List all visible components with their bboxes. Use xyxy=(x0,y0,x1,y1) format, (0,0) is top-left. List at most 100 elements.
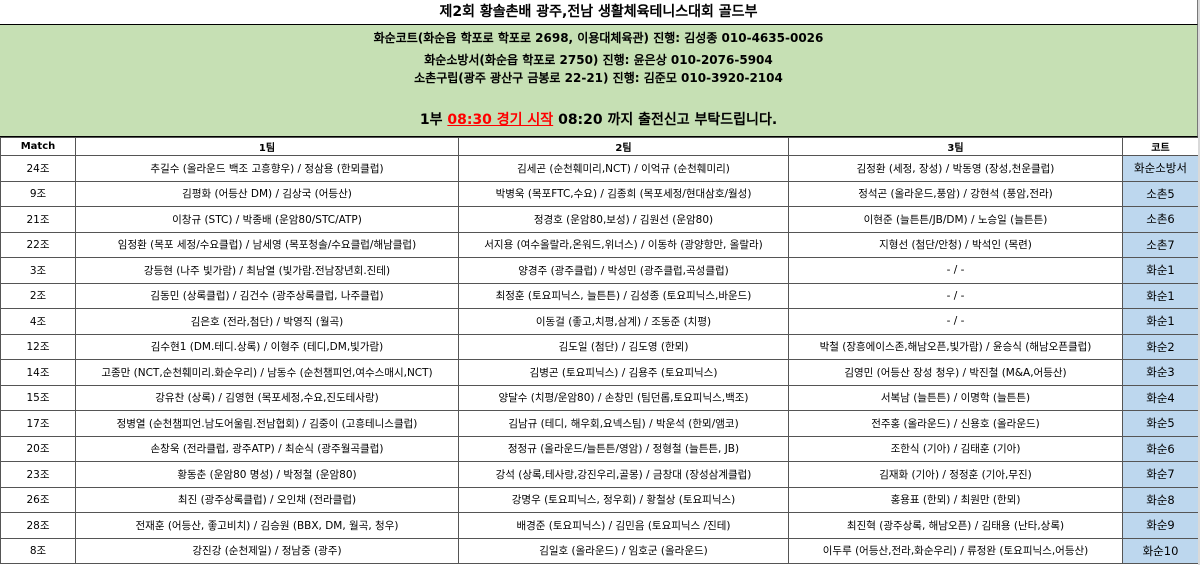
sheet-title[interactable]: 제2회 황솔촌배 광주,전남 생활체육테니스대회 골드부 xyxy=(0,0,1198,25)
team1-cell[interactable]: 김은호 (전라,첨단) / 박영직 (월곡) xyxy=(75,308,459,335)
table-row: 20조 손창욱 (전라클럽, 광주ATP) / 최순식 (광주월곡클럽) 정정규 (… xyxy=(0,435,1199,462)
table-row: 26조 최진 (광주상록클럽) / 오인채 (전라클럽) 강명우 (토요피닉스, 정… xyxy=(0,486,1199,513)
team1-cell[interactable]: 김평화 (어등산 DM) / 김상국 (어등산) xyxy=(75,180,459,207)
team3-cell[interactable]: 박철 (장흥에이스존,해남오픈,빛가람) / 윤승식 (해남오픈클럽) xyxy=(788,333,1123,360)
team2-cell[interactable]: 김남규 (테디, 해우회,요넥스팀) / 박운석 (한뫼/앰코) xyxy=(458,410,789,437)
team3-cell[interactable]: 정석곤 (올라운드,풍암) / 강현석 (풍암,전라) xyxy=(788,180,1123,207)
team2-cell[interactable]: 박병욱 (목포FTC,수요) / 김종희 (목포세정/현대삼호/월성) xyxy=(458,180,789,207)
team1-cell[interactable]: 강등현 (나주 빛가람) / 최남열 (빛가람.전남장년회.진테) xyxy=(75,257,459,284)
match-cell[interactable]: 21조 xyxy=(0,206,76,233)
match-cell[interactable]: 12조 xyxy=(0,333,76,360)
team2-cell[interactable]: 정경호 (운암80,보성) / 김원선 (운암80) xyxy=(458,206,789,233)
team3-cell[interactable]: 전주홍 (올라운드) / 신용호 (올라운드) xyxy=(788,410,1123,437)
team2-cell[interactable]: 정정규 (올라운드/늘튼튼/영암) / 정형철 (늘튼튼, JB) xyxy=(458,435,789,462)
team1-cell[interactable]: 임정환 (목포 세정/수요클럽) / 남세영 (목포청솔/수요클럽/해남클럽) xyxy=(75,231,459,258)
team1-cell[interactable]: 이창규 (STC) / 박종배 (운암80/STC/ATP) xyxy=(75,206,459,233)
header-team1[interactable]: 1팀 xyxy=(75,137,459,156)
team3-cell[interactable]: 김영민 (어등산 장성 청우) / 박진철 (M&A,어등산) xyxy=(788,359,1123,386)
match-cell[interactable]: 9조 xyxy=(0,180,76,207)
match-cell[interactable]: 8조 xyxy=(0,537,76,564)
team2-cell[interactable]: 김일호 (올라운드) / 임호군 (올라운드) xyxy=(458,537,789,564)
team1-cell[interactable]: 김수현1 (DM.테디.상록) / 이형주 (테디,DM,빛가람) xyxy=(75,333,459,360)
match-cell[interactable]: 24조 xyxy=(0,155,76,182)
table-row: 15조 강유찬 (상록) / 김영현 (목포세정,수요,진도테사랑) 양달수 (치평… xyxy=(0,384,1199,411)
team1-cell[interactable]: 강유찬 (상록) / 김영현 (목포세정,수요,진도테사랑) xyxy=(75,384,459,411)
court-cell[interactable]: 화순2 xyxy=(1122,333,1199,360)
table-row: 2조 김동민 (상록클럽) / 김건수 (광주상록클럽, 나주클럽) 최정훈 (토요… xyxy=(0,282,1199,309)
team1-cell[interactable]: 김동민 (상록클럽) / 김건수 (광주상록클럽, 나주클럽) xyxy=(75,282,459,309)
court-cell[interactable]: 화순7 xyxy=(1122,461,1199,488)
match-cell[interactable]: 22조 xyxy=(0,231,76,258)
team3-cell[interactable]: 이두루 (어등산,전라,화순우리) / 류정완 (토요피닉스,어등산) xyxy=(788,537,1123,564)
match-cell[interactable]: 17조 xyxy=(0,410,76,437)
team1-cell[interactable]: 강진강 (순천제일) / 정남중 (광주) xyxy=(75,537,459,564)
court-cell[interactable]: 화순1 xyxy=(1122,308,1199,335)
header-team3[interactable]: 3팀 xyxy=(788,137,1123,156)
team1-cell[interactable]: 최진 (광주상록클럽) / 오인채 (전라클럽) xyxy=(75,486,459,513)
team3-cell[interactable]: 김재화 (기아) / 정정훈 (기아,무진) xyxy=(788,461,1123,488)
team2-cell[interactable]: 이동걸 (좋고,치평,삼계) / 조동준 (치평) xyxy=(458,308,789,335)
team3-cell[interactable]: - / - xyxy=(788,308,1123,335)
court-cell[interactable]: 화순9 xyxy=(1122,512,1199,539)
header-match[interactable]: Match xyxy=(0,137,76,156)
match-cell[interactable]: 26조 xyxy=(0,486,76,513)
team3-cell[interactable]: 최진혁 (광주상록, 해남오픈) / 김태용 (난타,상록) xyxy=(788,512,1123,539)
match-cell[interactable]: 23조 xyxy=(0,461,76,488)
match-cell[interactable]: 14조 xyxy=(0,359,76,386)
match-cell[interactable]: 15조 xyxy=(0,384,76,411)
court-cell[interactable]: 화순1 xyxy=(1122,257,1199,284)
table-row: 9조 김평화 (어등산 DM) / 김상국 (어등산) 박병욱 (목포FTC,수요)… xyxy=(0,180,1199,207)
team1-cell[interactable]: 고종만 (NCT,순천훼미리.화순우리) / 남동수 (순천챔피언,여수스매시,… xyxy=(75,359,459,386)
table-row: 12조 김수현1 (DM.테디.상록) / 이형주 (테디,DM,빛가람) 김도일 … xyxy=(0,333,1199,360)
team3-cell[interactable]: 조한식 (기아) / 김태훈 (기아) xyxy=(788,435,1123,462)
team3-cell[interactable]: 홍용표 (한뫼) / 최원만 (한뫼) xyxy=(788,486,1123,513)
team3-cell[interactable]: 이현준 (늘튼튼/JB/DM) / 노승일 (늘튼튼) xyxy=(788,206,1123,233)
court-cell[interactable]: 화순3 xyxy=(1122,359,1199,386)
match-cell[interactable]: 3조 xyxy=(0,257,76,284)
court-cell[interactable]: 화순8 xyxy=(1122,486,1199,513)
team2-cell[interactable]: 최정훈 (토요피닉스, 늘튼튼) / 김성종 (토요피닉스,바운드) xyxy=(458,282,789,309)
court-cell[interactable]: 화순10 xyxy=(1122,537,1199,564)
table-row: 17조 정병열 (순천챔피언.남도어울림.전남협회) / 김중이 (고흥테니스클럽… xyxy=(0,410,1199,437)
team2-cell[interactable]: 배경준 (토요피닉스) / 김민음 (토요피닉스 /진테) xyxy=(458,512,789,539)
team1-cell[interactable]: 정병열 (순천챔피언.남도어울림.전남협회) / 김중이 (고흥테니스클럽) xyxy=(75,410,459,437)
team1-cell[interactable]: 추길수 (올라운드 백조 고흥향우) / 정삼용 (한뫼클럽) xyxy=(75,155,459,182)
team3-cell[interactable]: - / - xyxy=(788,282,1123,309)
match-table: Match 1팀 2팀 3팀 코트 24조 추길수 (올라운드 백조 고흥향우) … xyxy=(0,137,1199,564)
team3-cell[interactable]: 지형선 (첨단/안청) / 박석인 (목련) xyxy=(788,231,1123,258)
team2-cell[interactable]: 양경주 (광주클럽) / 박성민 (광주클럽,곡성클럽) xyxy=(458,257,789,284)
team2-cell[interactable]: 김병곤 (토요피닉스) / 김용주 (토요피닉스) xyxy=(458,359,789,386)
match-cell[interactable]: 20조 xyxy=(0,435,76,462)
match-cell[interactable]: 2조 xyxy=(0,282,76,309)
table-row: 4조 김은호 (전라,첨단) / 박영직 (월곡) 이동걸 (좋고,치평,삼계) /… xyxy=(0,308,1199,335)
court-cell[interactable]: 화순1 xyxy=(1122,282,1199,309)
court-cell[interactable]: 소촌6 xyxy=(1122,206,1199,233)
venue-line-3: 소촌구립(광주 광산구 금봉로 22-21) 진행: 김준모 010-3920-… xyxy=(414,71,783,85)
team2-cell[interactable]: 강석 (상록,테사랑,강진우리,골몽) / 금창대 (장성삼계클럽) xyxy=(458,461,789,488)
header-team2[interactable]: 2팀 xyxy=(458,137,789,156)
court-cell[interactable]: 화순소방서 xyxy=(1122,155,1199,182)
table-row: 8조 강진강 (순천제일) / 정남중 (광주) 김일호 (올라운드) / 임호군 … xyxy=(0,537,1199,564)
venue-info-block[interactable]: 화순코트(화순읍 학포로 학포로 2698, 이용대체육관) 진행: 김성종 0… xyxy=(0,25,1198,137)
team2-cell[interactable]: 김세곤 (순천훼미리,NCT) / 이억규 (순천훼미리) xyxy=(458,155,789,182)
team1-cell[interactable]: 전재훈 (어등산, 좋고비치) / 김승원 (BBX, DM, 월곡, 청우) xyxy=(75,512,459,539)
match-cell[interactable]: 4조 xyxy=(0,308,76,335)
court-cell[interactable]: 화순6 xyxy=(1122,435,1199,462)
table-row: 28조 전재훈 (어등산, 좋고비치) / 김승원 (BBX, DM, 월곡, 청… xyxy=(0,512,1199,539)
team2-cell[interactable]: 강명우 (토요피닉스, 정우회) / 황철상 (토요피닉스) xyxy=(458,486,789,513)
team3-cell[interactable]: 김정환 (세정, 장성) / 박동영 (장성,천운클럽) xyxy=(788,155,1123,182)
court-cell[interactable]: 소촌5 xyxy=(1122,180,1199,207)
team3-cell[interactable]: 서복남 (늘튼튼) / 이명학 (늘튼튼) xyxy=(788,384,1123,411)
team2-cell[interactable]: 김도일 (첨단) / 김도영 (한뫼) xyxy=(458,333,789,360)
court-cell[interactable]: 화순4 xyxy=(1122,384,1199,411)
team2-cell[interactable]: 양달수 (치평/운암80) / 손창민 (팀던롭,토요피닉스,백조) xyxy=(458,384,789,411)
team1-cell[interactable]: 황동춘 (운암80 명성) / 박정철 (운암80) xyxy=(75,461,459,488)
header-court[interactable]: 코트 xyxy=(1122,137,1199,156)
team1-cell[interactable]: 손창욱 (전라클럽, 광주ATP) / 최순식 (광주월곡클럽) xyxy=(75,435,459,462)
court-cell[interactable]: 화순5 xyxy=(1122,410,1199,437)
team2-cell[interactable]: 서지용 (여수올랄라,온워드,위너스) / 이동하 (광양항만, 올랄라) xyxy=(458,231,789,258)
match-cell[interactable]: 28조 xyxy=(0,512,76,539)
team3-cell[interactable]: - / - xyxy=(788,257,1123,284)
court-cell[interactable]: 소촌7 xyxy=(1122,231,1199,258)
